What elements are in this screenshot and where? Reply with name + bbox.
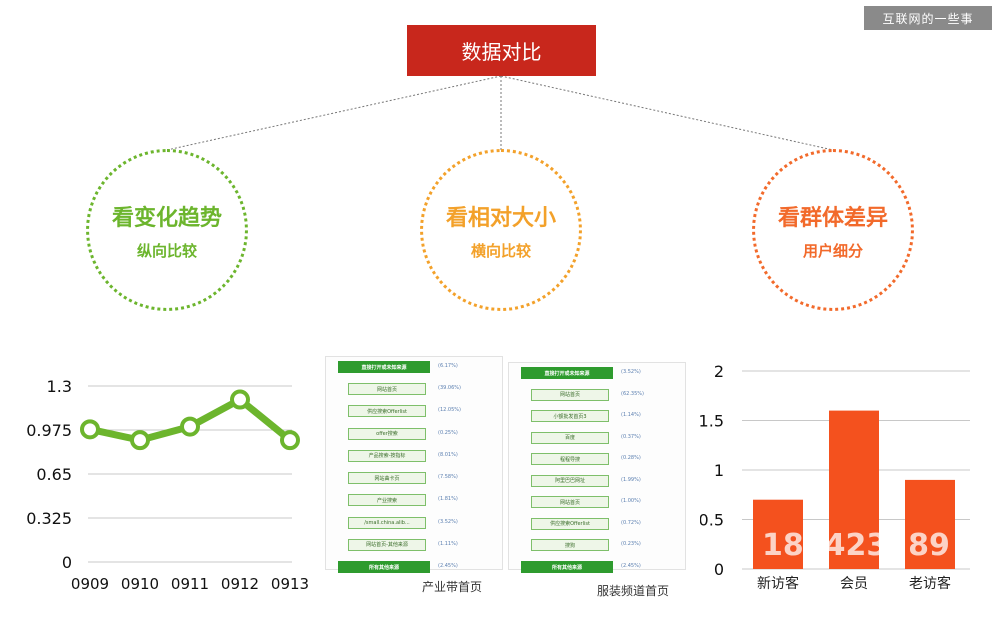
flow-panel-apparel: 直接打开或未知来源 (3.52%) 网站首页 (62.35%) 小额批发首页3 (1.14… <box>508 362 686 573</box>
circle-trend-title: 看变化趋势 <box>111 205 222 231</box>
flow-node: 供应搜索Offerlist <box>531 517 609 530</box>
flow-node-value: (2.45%) <box>438 563 458 569</box>
flow-node: 网站首页-其他来源 <box>348 538 426 551</box>
bar-chart-y-tick: 0 <box>714 560 724 579</box>
flow-node-value: (1.14%) <box>621 412 641 419</box>
flow-node-value: (3.52%) <box>438 518 458 525</box>
flow-node-value: (12.05%) <box>438 407 461 414</box>
circle-group-subtitle: 用户细分 <box>802 241 863 260</box>
flow-node: 产业搜索 <box>348 494 426 507</box>
flow-node-value: (62.35%) <box>621 390 644 397</box>
flow-node: 百度 <box>531 431 609 444</box>
flow-node-value: (1.99%) <box>621 476 641 483</box>
bar-chart-bar <box>905 479 955 569</box>
flow-node: 阿里巴巴网址 <box>531 474 609 487</box>
line-chart-x-tick: 0910 <box>121 575 159 593</box>
flow-node-value: (39.06%) <box>438 385 461 392</box>
flow-node-value: (3.52%) <box>621 369 641 375</box>
line-chart-x-tick: 0912 <box>221 575 259 593</box>
line-chart-y-tick: 0.975 <box>26 421 72 440</box>
bar-chart-x-tick: 老访客 <box>909 575 951 592</box>
line-chart-point <box>80 419 100 440</box>
line-chart: 1.3 0.975 0.65 0.325 0 0909 0910 0911 0912 0913 <box>26 377 309 593</box>
bar-chart-x-tick: 新访客 <box>757 575 799 592</box>
bar-chart-bar <box>753 499 803 569</box>
flow-node-value: (8.01%) <box>438 451 458 458</box>
flow-node: 小额批发首页3 <box>531 410 609 423</box>
line-chart-x-tick: 0909 <box>71 575 109 593</box>
flow-node-value: (0.72%) <box>621 519 641 526</box>
line-chart-point <box>130 430 150 451</box>
line-chart-y-tick: 0.325 <box>26 509 72 528</box>
flow-node: offer搜索 <box>348 427 426 440</box>
flow-node: 网站首页 <box>531 496 609 509</box>
line-chart-y-tick: 1.3 <box>47 377 72 396</box>
line-chart-point <box>280 430 300 451</box>
flow-node-value: (0.37%) <box>621 433 641 440</box>
flow-node: 网站首页 <box>348 383 426 396</box>
circle-trend: 看变化趋势 纵向比较 <box>86 149 248 311</box>
panel-industry-caption: 产业带首页 <box>422 580 483 594</box>
bar-chart-y-tick: 1.5 <box>700 412 724 431</box>
flow-node-value: (6.17%) <box>438 363 458 369</box>
flow-node: 网站首页 <box>531 388 609 401</box>
line-chart-x-tick: 0913 <box>271 575 309 593</box>
bar-chart-y-tick: 2 <box>714 362 724 381</box>
flow-node: 网站曲卡页 <box>348 472 426 485</box>
flow-node-value: (0.25%) <box>438 429 458 436</box>
circle-relative-title: 看相对大小 <box>445 205 556 231</box>
line-chart-point <box>230 389 250 410</box>
circle-group-difference: 看群体差异 用户细分 <box>752 149 914 311</box>
line-chart-y-tick: 0.65 <box>36 465 72 484</box>
bar-chart-y-tick: 1 <box>714 461 724 480</box>
flow-node-value: (0.23%) <box>621 541 641 548</box>
bar-chart: 2 1.5 1 0.5 0 新访客 会员 老访客 <box>700 362 970 592</box>
flow-node: /small.china.alib... <box>348 516 426 529</box>
line-chart-point <box>180 416 200 437</box>
flow-node-value: (2.45%) <box>621 563 641 569</box>
circle-relative-size: 看相对大小 横向比较 <box>420 149 582 311</box>
flow-node: 程程导搜 <box>531 453 609 466</box>
flow-node: 所有其他来源 <box>521 561 613 573</box>
circle-relative-subtitle: 横向比较 <box>470 241 531 260</box>
flow-node-value: (1.00%) <box>621 498 641 505</box>
watermark-label: 互联网的一些事 <box>864 6 992 30</box>
circle-group-title: 看群体差异 <box>777 205 888 231</box>
line-chart-y-tick: 0 <box>62 553 72 572</box>
flow-node: 直接打开或未知来源 <box>338 361 430 373</box>
flow-node: 产品搜索-按指标 <box>348 449 426 462</box>
flow-node-value: (7.58%) <box>438 474 458 481</box>
flow-node-value: (1.81%) <box>438 496 458 503</box>
flow-node: 所有其他来源 <box>338 561 430 573</box>
flow-node-value: (1.11%) <box>438 540 458 547</box>
flow-node-value: (0.28%) <box>621 455 641 462</box>
flow-node: 搜狗 <box>531 539 609 552</box>
line-chart-x-tick: 0911 <box>171 575 209 593</box>
root-node-data-comparison: 数据对比 <box>407 25 596 76</box>
bar-chart-y-tick: 0.5 <box>700 511 724 530</box>
bar-chart-bar <box>829 410 879 569</box>
flow-node: 供应搜索Offerlist <box>348 405 426 418</box>
circle-trend-subtitle: 纵向比较 <box>136 241 197 260</box>
panel-apparel-caption: 服装频道首页 <box>597 584 670 598</box>
flow-node: 直接打开或未知来源 <box>521 367 613 379</box>
flow-panel-industry: 直接打开或未知来源 (6.17%) 网站首页 (39.06%) 供应搜索Offerlis… <box>325 356 503 573</box>
overlay-watermark-text: 18 423 89 <box>762 528 950 563</box>
bar-chart-x-tick: 会员 <box>840 576 868 592</box>
